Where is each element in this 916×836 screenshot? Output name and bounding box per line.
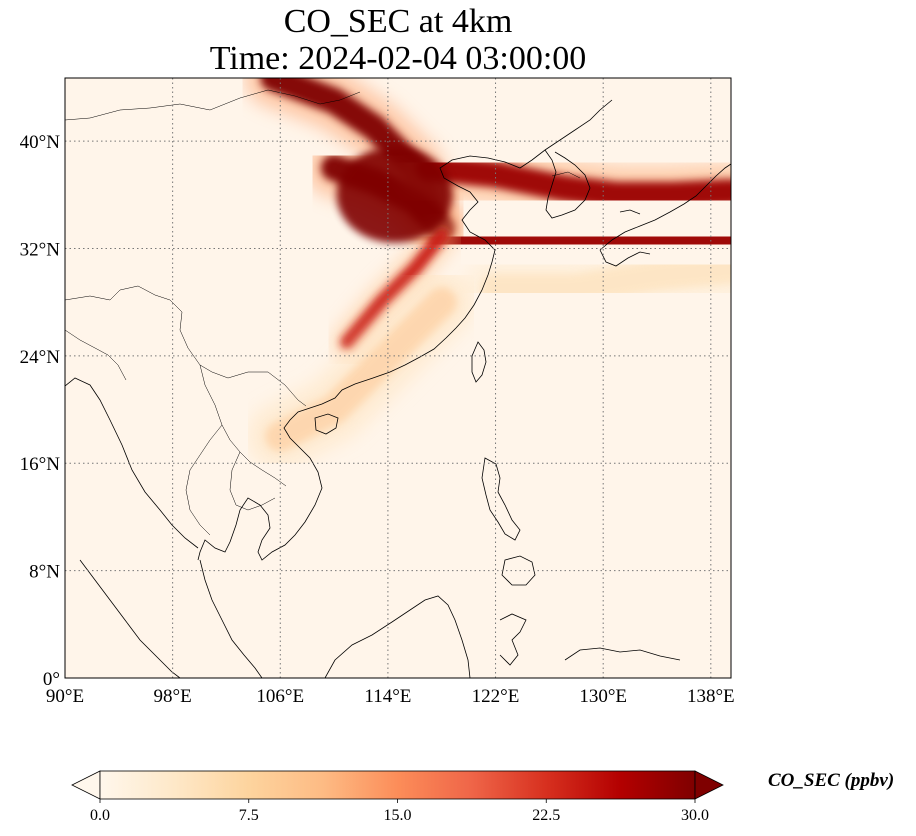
plume-eastward-plume-north [415,154,731,208]
lat-tick-label: 0° [43,669,60,690]
colorbar-tick-label: 22.5 [532,807,560,824]
map-frame [64,77,732,679]
chart-title: CO_SEC at 4km [283,3,513,40]
lat-tick-label: 24°N [20,347,61,368]
lat-tick-label: 32°N [20,239,61,260]
colorbar-tick-label: 15.0 [384,807,412,824]
lon-tick-label: 98°E [154,686,192,707]
lon-tick-label: 90°E [46,686,84,707]
concentration-field [244,78,731,470]
north-china-coast [439,99,613,251]
korea-coastline [544,149,591,219]
latitude-ticks: 0° 8°N 16°N 24°N 32°N 40°N [20,132,61,690]
colorbar-gradient [99,770,696,800]
plume-secondary-haze [265,287,457,452]
new-guinea-coastline [564,647,681,661]
lon-tick-label: 130°E [579,686,627,707]
japan-coastline [599,163,731,267]
lat-tick-label: 16°N [20,454,61,475]
lat-tick-label: 8°N [29,562,60,583]
coastlines [65,99,731,678]
lon-tick-label: 138°E [687,686,735,707]
lon-tick-label: 122°E [472,686,520,707]
south-asia-border [65,329,127,381]
colorbar-tick-label: 7.5 [239,807,259,824]
china-west-border [65,285,307,407]
borneo-coastline [324,595,471,678]
taiwan-coastline [471,341,487,383]
plume-southwest-tail [340,228,449,350]
indochina-borders [185,364,287,536]
colorbar-tick-label: 0.0 [90,807,110,824]
lat-tick-label: 40°N [20,132,61,153]
colorbar-label: CO_SEC (ppbv) [768,770,895,791]
country-borders [65,89,581,536]
lon-tick-label: 114°E [364,686,411,707]
mindanao-coastline [501,555,536,586]
mongolia-border [65,89,361,121]
sumatra-coastline [79,559,181,678]
luzon-coastline [481,457,521,541]
hainan-coastline [314,413,339,435]
plume-pacific-haze [480,253,731,304]
chart-subtitle-time: Time: 2024-02-04 03:00:00 [209,40,587,77]
colorbar-ticks: 0.0 7.5 15.0 22.5 30.0 [90,799,709,824]
colorbar-upper-extend-arrow [694,770,724,800]
plume-core-blob [336,146,453,243]
malay-peninsula-coastline [199,559,263,678]
mainland-coastline [229,249,496,561]
lon-tick-label: 106°E [256,686,304,707]
longitude-ticks: 90°E 98°E 106°E 114°E 122°E 130°E 138°E [46,686,735,707]
indochina-coastline [65,377,231,561]
sulawesi-coastline [499,613,527,666]
colorbar-tick-label: 30.0 [681,807,709,824]
colorbar-lower-extend-arrow [71,770,101,800]
gridlines [65,78,731,678]
korea-dmz [551,171,581,179]
